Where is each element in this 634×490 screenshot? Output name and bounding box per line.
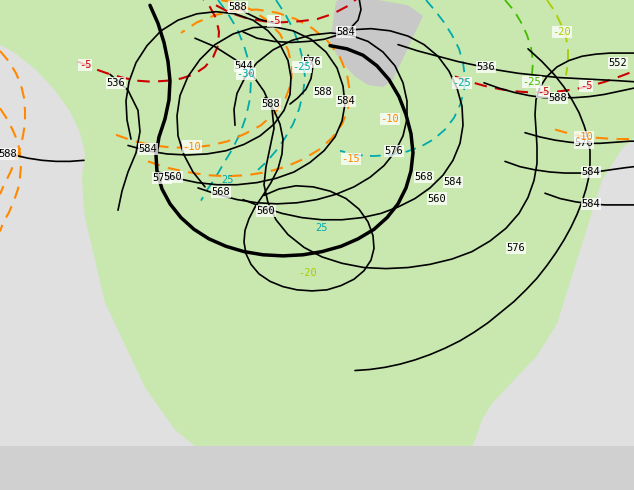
Text: -20: -20: [299, 268, 318, 278]
Text: 584: 584: [337, 96, 356, 106]
Text: 560: 560: [164, 172, 183, 182]
Text: -5: -5: [579, 81, 592, 91]
Text: 560: 560: [427, 194, 446, 203]
Text: 588: 588: [229, 2, 247, 12]
Text: 576: 576: [507, 244, 526, 253]
Text: 588: 588: [548, 93, 567, 103]
Text: 584: 584: [581, 167, 600, 177]
Text: 584: 584: [444, 176, 462, 187]
Text: 560: 560: [257, 206, 275, 216]
Text: 584: 584: [337, 27, 356, 37]
Text: -10: -10: [380, 114, 399, 124]
Text: 576: 576: [574, 138, 593, 148]
Text: 552: 552: [609, 58, 628, 68]
Text: -15: -15: [342, 154, 360, 164]
Text: -20: -20: [553, 27, 571, 37]
Text: Sa 28-09-2024 18:00 UTC (18+144): Sa 28-09-2024 18:00 UTC (18+144): [336, 454, 544, 464]
Text: 584: 584: [139, 144, 157, 154]
Text: 584: 584: [581, 199, 600, 209]
Text: 536: 536: [107, 78, 126, 88]
Text: -5: -5: [79, 60, 91, 70]
Text: 25: 25: [316, 223, 328, 233]
Polygon shape: [300, 44, 328, 59]
Text: 576: 576: [302, 56, 321, 67]
Text: -5: -5: [268, 16, 280, 26]
Text: 568: 568: [415, 172, 434, 182]
Text: 588: 588: [314, 87, 332, 98]
Polygon shape: [330, 0, 423, 87]
Text: 536: 536: [477, 62, 495, 72]
Text: -25: -25: [522, 77, 541, 87]
Text: -25: -25: [293, 62, 311, 72]
Text: -10: -10: [183, 142, 202, 151]
Text: -10: -10: [574, 132, 593, 142]
Text: 568: 568: [212, 187, 230, 197]
Text: -30: -30: [236, 69, 256, 79]
Text: 576: 576: [385, 146, 403, 156]
Text: 576: 576: [153, 173, 171, 183]
Polygon shape: [0, 0, 634, 446]
Text: 544: 544: [235, 61, 254, 71]
Text: 588: 588: [262, 99, 280, 109]
Text: -5: -5: [537, 87, 549, 98]
Text: 25: 25: [222, 175, 234, 186]
Text: © weatheronline.co.uk: © weatheronline.co.uk: [444, 476, 575, 486]
Text: 588: 588: [0, 149, 17, 159]
Text: -25: -25: [453, 78, 471, 88]
Text: Height/Temp. 500 hPa [gdmp][°C] ECMWF: Height/Temp. 500 hPa [gdmp][°C] ECMWF: [3, 454, 243, 464]
